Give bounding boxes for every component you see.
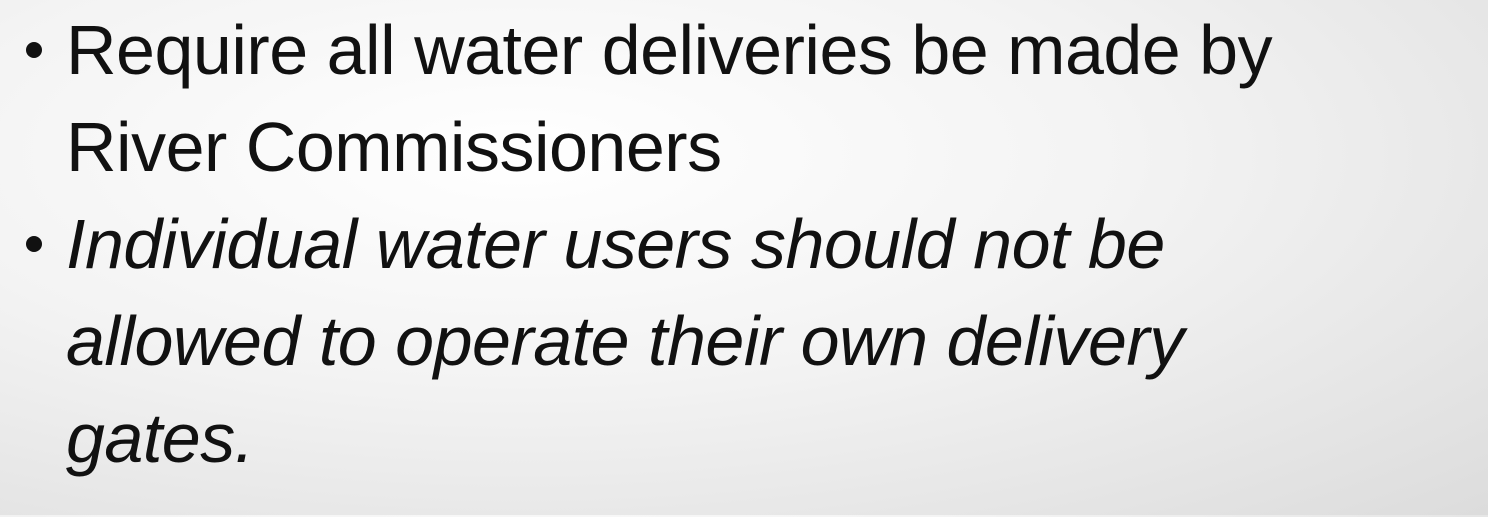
bullet-item: Individual water users should not be allo… (0, 196, 1488, 487)
bullet-text: Individual water users should not be (66, 205, 1165, 283)
bullet-text: River Commissioners (66, 108, 722, 186)
bullet-item: Require all water deliveries be made by R… (0, 2, 1488, 196)
bullet-text: gates. (66, 399, 254, 477)
bullet-text: allowed to operate their own delivery (66, 302, 1184, 380)
bullet-text: Require all water deliveries be made by (66, 11, 1273, 89)
